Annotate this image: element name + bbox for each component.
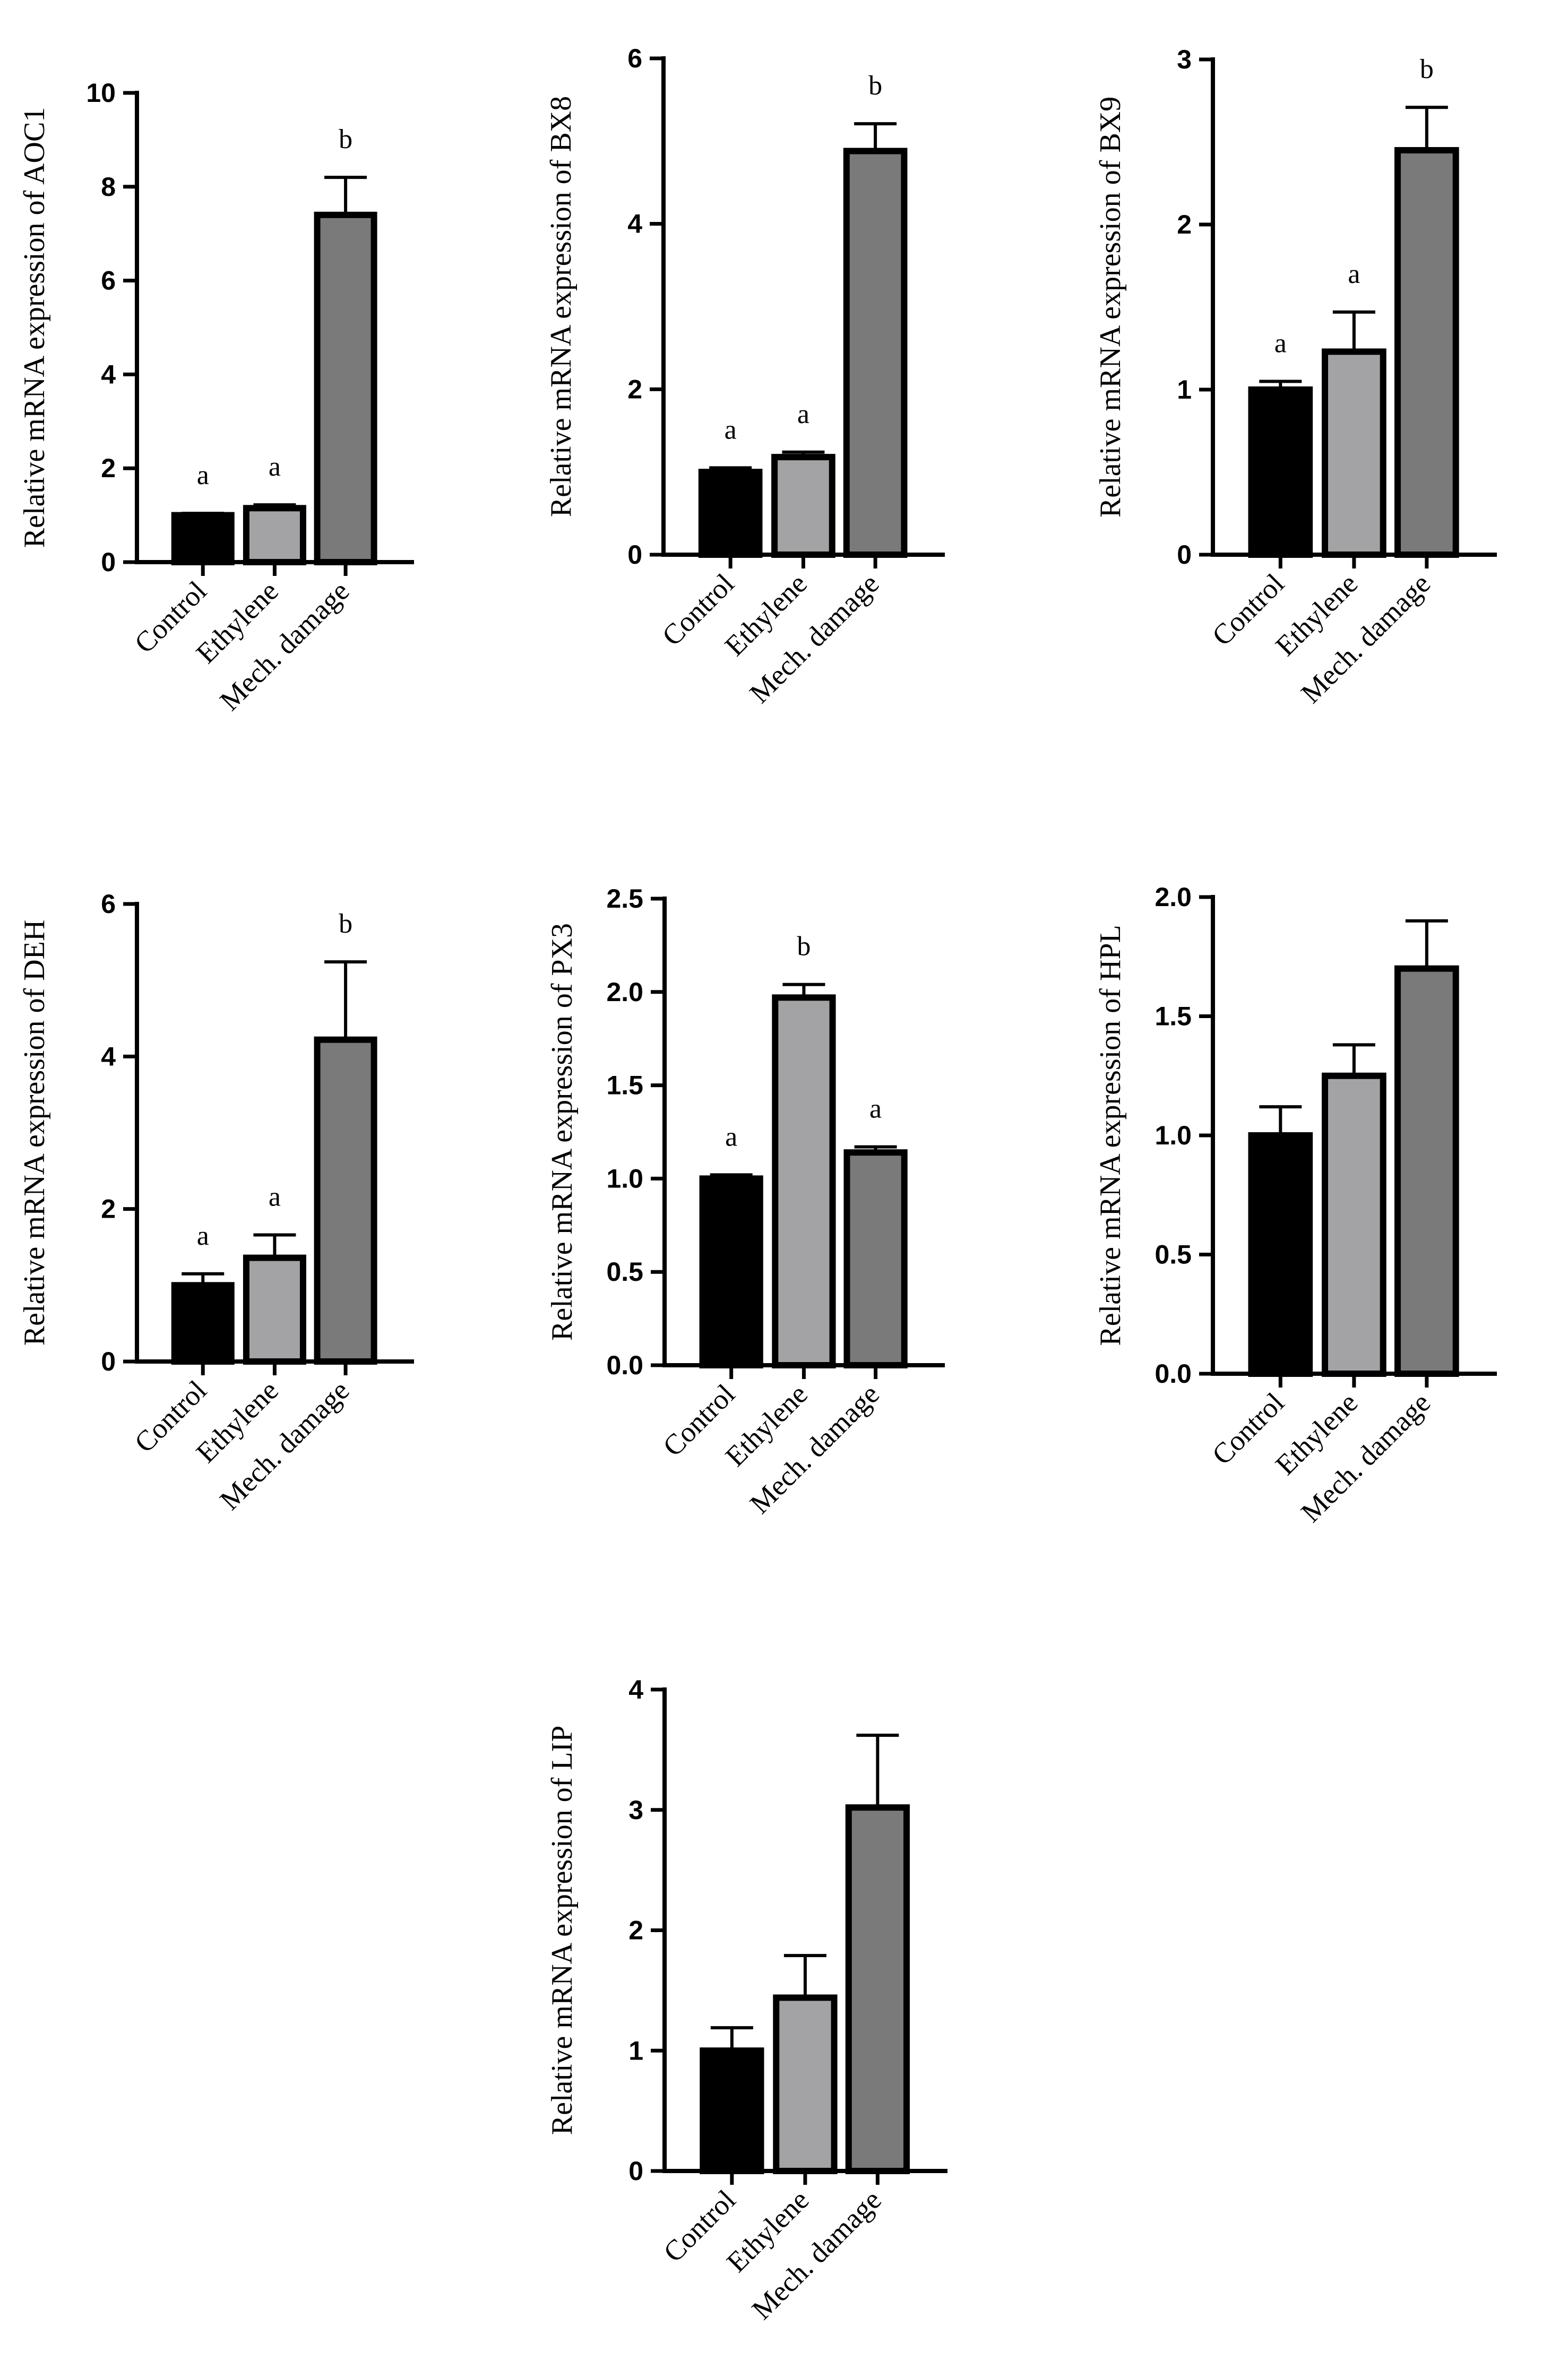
chart-2-ytick-label: 4	[627, 209, 642, 239]
chart-7-ylabel: Relative mRNA expression of LIP	[546, 1726, 579, 2135]
chart-4-ylabel: Relative mRNA expression of DEH	[18, 920, 51, 1346]
chart-1-ytick-label: 10	[86, 78, 116, 108]
chart-1-ytick-label: 4	[101, 359, 116, 389]
chart-1-bar-control	[171, 512, 235, 565]
chart-7-bar-mech-damage	[845, 1804, 910, 2175]
chart-4-ytick-label: 0	[101, 1347, 116, 1376]
chart-6-bar-mech-damage	[1394, 965, 1459, 1377]
chart-7-ytick-label: 4	[628, 1675, 643, 1704]
chart-6-ylabel: Relative mRNA expression of HPL	[1094, 925, 1127, 1346]
chart-4-bar-ethylene	[243, 1254, 306, 1365]
chart-3-significance-letter: b	[1420, 54, 1434, 84]
chart-5-ytick-label: 0.5	[606, 1257, 643, 1287]
chart-7-bar-ethylene	[773, 1994, 838, 2174]
chart-5-ytick-label: 2.5	[606, 884, 643, 914]
chart-5-ytick-label: 1.5	[606, 1071, 643, 1100]
chart-5-significance-letter: a	[869, 1094, 882, 1124]
chart-6-ytick-label: 2.0	[1155, 882, 1192, 912]
chart-6-bar-ethylene	[1322, 1072, 1386, 1377]
chart-5-significance-letter: a	[725, 1122, 737, 1152]
chart-4-significance-letter: b	[339, 909, 352, 939]
chart-1-bar-ethylene	[243, 505, 306, 566]
chart-1-significance-letter: b	[339, 124, 352, 154]
chart-3-ytick-label: 3	[1177, 45, 1192, 74]
chart-3-bar-ethylene	[1322, 348, 1386, 558]
chart-1-significance-letter: a	[269, 452, 281, 482]
chart-3-bar-control	[1248, 386, 1313, 558]
chart-5-ylabel: Relative mRNA expression of PX3	[546, 923, 579, 1341]
chart-2-bar-ethylene	[771, 454, 835, 558]
chart-3-ytick-label: 0	[1177, 540, 1192, 570]
chart-2-significance-letter: a	[797, 399, 809, 429]
chart-3-bar-mech-damage	[1394, 147, 1459, 558]
chart-1-ytick-label: 8	[101, 172, 116, 202]
chart-5-ytick-label: 0.0	[606, 1350, 643, 1380]
chart-2-ytick-label: 0	[627, 540, 642, 570]
chart-4-bar-mech-damage	[314, 1036, 377, 1365]
chart-5-significance-letter: b	[797, 932, 811, 962]
chart-2-bar-control	[698, 469, 763, 558]
chart-4-significance-letter: a	[269, 1182, 281, 1212]
chart-5-bar-ethylene	[772, 994, 836, 1368]
chart-1-ytick-label: 2	[101, 453, 116, 483]
chart-1-bar-mech-damage	[314, 211, 377, 565]
chart-7-ytick-label: 0	[628, 2156, 643, 2186]
chart-1-ylabel: Relative mRNA expression of AOC1	[18, 107, 51, 548]
chart-3-significance-letter: a	[1348, 259, 1360, 289]
chart-2-significance-letter: b	[868, 71, 882, 101]
chart-2-ylabel: Relative mRNA expression of BX8	[545, 96, 578, 517]
chart-4-significance-letter: a	[197, 1221, 209, 1251]
chart-7-ytick-label: 2	[628, 1916, 643, 1945]
chart-4-bar-control	[171, 1282, 235, 1365]
chart-3-ytick-label: 2	[1177, 210, 1192, 239]
chart-2-ytick-label: 6	[627, 44, 642, 73]
chart-4-ytick-label: 4	[101, 1041, 116, 1071]
chart-3-significance-letter: a	[1274, 328, 1287, 358]
chart-6-ytick-label: 0.5	[1155, 1240, 1192, 1270]
chart-6-ytick-label: 0.0	[1155, 1359, 1192, 1389]
chart-7-ytick-label: 1	[628, 2036, 643, 2065]
chart-1-ytick-label: 6	[101, 266, 116, 296]
chart-6-ytick-label: 1.0	[1155, 1121, 1192, 1150]
chart-3-ylabel: Relative mRNA expression of BX9	[1094, 97, 1127, 518]
chart-2-ytick-label: 2	[627, 374, 642, 404]
chart-5-ytick-label: 2.0	[606, 977, 643, 1007]
chart-2-significance-letter: a	[725, 415, 737, 445]
chart-6-ytick-label: 1.5	[1155, 1002, 1192, 1031]
chart-6-bar-control	[1248, 1132, 1313, 1377]
chart-5-ytick-label: 1.0	[606, 1164, 643, 1193]
chart-1-ytick-label: 0	[101, 547, 116, 577]
chart-7-bar-control	[700, 2047, 764, 2174]
chart-5-bar-mech-damage	[843, 1149, 908, 1369]
chart-1-significance-letter: a	[197, 460, 209, 490]
chart-7-ytick-label: 3	[628, 1795, 643, 1825]
chart-4-ytick-label: 6	[101, 889, 116, 919]
chart-5-bar-control	[699, 1175, 763, 1368]
chart-2-bar-mech-damage	[843, 148, 908, 558]
chart-4-ytick-label: 2	[101, 1194, 116, 1224]
chart-3-ytick-label: 1	[1177, 375, 1192, 404]
